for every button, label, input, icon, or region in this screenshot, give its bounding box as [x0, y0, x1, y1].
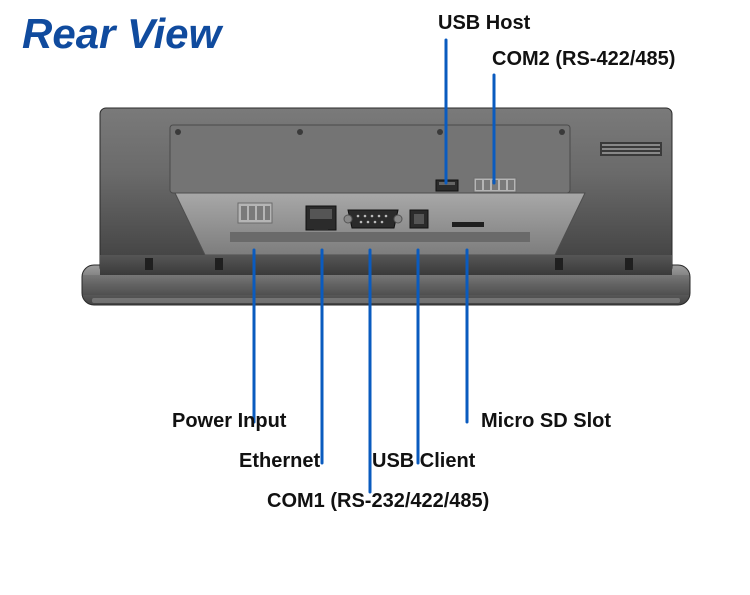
title: Rear View: [22, 10, 221, 58]
label-micro-sd: Micro SD Slot: [481, 410, 611, 433]
label-ethernet: Ethernet: [239, 450, 320, 473]
label-usb-client: USB Client: [372, 450, 475, 473]
label-com1: COM1 (RS-232/422/485): [267, 490, 489, 513]
port-ethernet: [306, 206, 336, 230]
device: [82, 108, 690, 305]
diagram-stage: Rear View USB Host COM2 (RS-422/485) Mic…: [0, 0, 750, 595]
label-usb-host: USB Host: [438, 12, 530, 35]
port-usb-client: [410, 210, 428, 228]
label-com2: COM2 (RS-422/485): [492, 48, 675, 71]
port-com1: [344, 210, 402, 228]
label-power-input: Power Input: [172, 410, 286, 433]
port-microsd: [452, 222, 484, 227]
port-power: [238, 203, 272, 223]
